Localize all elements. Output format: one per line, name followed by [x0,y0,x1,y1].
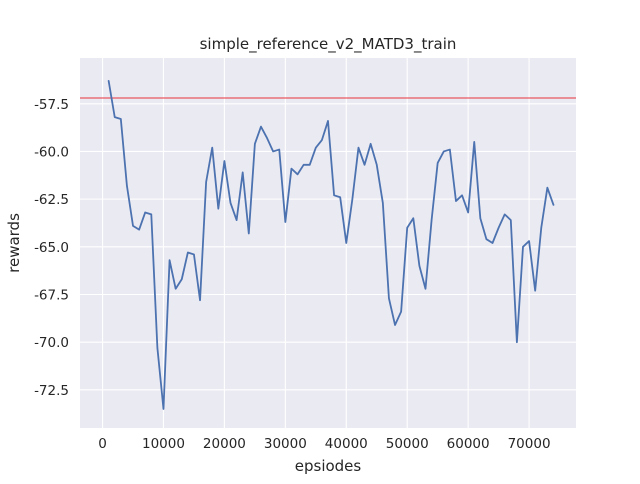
y-tick-label: -57.5 [34,97,69,113]
y-tick-label: -70.0 [34,335,69,351]
y-tick-labels: -72.5 -70.0 -67.5 -65.0 -62.5 -60.0 -57.5 [34,97,69,399]
x-tick-label: 30000 [264,436,307,452]
x-tick-label: 60000 [447,436,490,452]
series-line [107,79,555,410]
x-tick-label: 40000 [325,436,368,452]
y-axis-label: rewards [5,213,23,273]
x-tick-label: 0 [98,436,107,452]
series-group [107,79,555,410]
x-tick-label: 50000 [386,436,429,452]
plot-background [80,58,576,428]
y-tick-label: -65.0 [34,240,69,256]
x-tick-label: 70000 [508,436,551,452]
x-tick-label: 20000 [203,436,246,452]
y-tick-label: -60.0 [34,144,69,160]
chart-title: simple_reference_v2_MATD3_train [200,35,457,54]
y-tick-label: -72.5 [34,383,69,399]
x-axis-label: epsiodes [295,457,362,475]
y-tick-label: -67.5 [34,287,69,303]
x-tick-labels: 0 10000 20000 30000 40000 50000 60000 70000 [98,436,550,452]
x-tick-label: 10000 [142,436,185,452]
y-tick-label: -62.5 [34,192,69,208]
